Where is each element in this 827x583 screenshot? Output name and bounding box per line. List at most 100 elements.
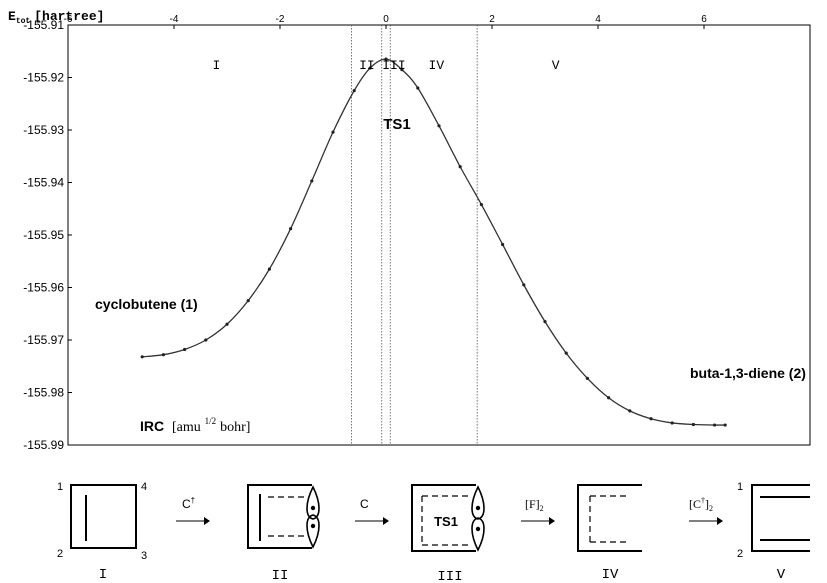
corner-number: 1 <box>57 481 63 493</box>
plot-area-frame <box>67 24 811 446</box>
y-tick-label: -155.96 <box>23 281 64 295</box>
y-label-symbol: E <box>8 9 16 24</box>
data-point <box>607 396 611 400</box>
arrow-label: C <box>360 497 369 511</box>
corner-number: 3 <box>141 550 147 562</box>
arrow-f2: [F]2 <box>521 497 555 525</box>
data-point <box>246 299 250 303</box>
bonding-scheme: 1 2 3 4 I C† II C <box>57 481 810 583</box>
data-point <box>585 376 590 380</box>
y-tick-label: -155.99 <box>23 438 64 452</box>
panel-label: I <box>99 567 107 583</box>
region-label: I <box>212 58 220 73</box>
arrow-c-dagger-2: [C†]2 <box>689 496 723 525</box>
x-axis-ticks: -6 -4 -2 0 2 4 6 <box>64 14 707 29</box>
subscript-2: 2 <box>709 504 713 513</box>
dagger-mark: † <box>701 496 705 505</box>
product-annotation: buta-1,3-diene (2) <box>690 365 806 381</box>
data-point <box>183 347 187 352</box>
scheme-panel-IV: IV <box>577 484 642 583</box>
region-labels: I II III IV V <box>212 58 559 73</box>
y-tick-label: -155.98 <box>23 386 64 400</box>
region-label: IV <box>429 58 445 73</box>
scheme-panel-III: TS1 III <box>411 484 485 583</box>
energy-profile-chart: Etot [hartree] -6 -4 -2 0 2 4 6 -155.91 -155.92 -… <box>8 9 811 452</box>
arrow-label: [F] <box>525 497 540 511</box>
subscript-2: 2 <box>540 504 544 513</box>
x-axis-label-main: IRC <box>140 418 164 434</box>
data-point <box>267 267 271 271</box>
data-point <box>564 351 568 355</box>
x-axis-label-tail: bohr] <box>220 420 250 435</box>
region-boundaries <box>351 25 478 445</box>
x-tick-label: 6 <box>701 14 707 25</box>
y-tick-label: -155.91 <box>23 18 64 32</box>
data-point <box>713 423 717 427</box>
y-label-subscript: tot <box>16 17 31 26</box>
arrow-label: C <box>182 497 191 511</box>
scheme-panel-V: 1 2 V <box>737 481 810 583</box>
data-point <box>416 86 420 90</box>
corner-number: 2 <box>737 548 743 560</box>
x-axis-label-unit: [amu <box>172 420 201 435</box>
data-point <box>649 417 653 421</box>
data-point <box>628 409 632 413</box>
bracket-close: ] <box>705 497 709 511</box>
data-point <box>400 68 404 72</box>
y-axis-label: Etot [hartree] <box>8 9 104 26</box>
y-axis-ticks: -155.91 -155.92 -155.93 -155.94 -155.95 -155.… <box>23 18 72 452</box>
svg-text:[C†]2: [C†]2 <box>689 496 713 513</box>
y-label-unit: [hartree] <box>34 9 104 24</box>
panel-label: III <box>437 569 462 583</box>
data-point <box>368 66 372 70</box>
corner-number: 1 <box>737 481 743 493</box>
x-tick-label: -4 <box>170 14 179 25</box>
y-tick-label: -155.97 <box>23 333 64 347</box>
panel-label: V <box>777 567 786 583</box>
data-point <box>310 179 314 183</box>
panel-label: II <box>272 568 289 583</box>
arrow-c-dagger: C† <box>176 496 210 525</box>
y-tick-label: -155.92 <box>23 71 64 85</box>
scheme-panel-I: 1 2 3 4 I <box>57 481 147 583</box>
ts1-label: TS1 <box>434 514 458 529</box>
data-point <box>691 422 696 427</box>
svg-text:[F]2: [F]2 <box>525 497 544 513</box>
region-label: II <box>359 58 375 73</box>
data-point <box>501 242 505 247</box>
x-axis-label: IRC [amu 1/2 bohr] <box>140 411 250 435</box>
data-point <box>543 320 547 324</box>
data-point <box>204 338 208 342</box>
energy-curve-line <box>142 58 726 426</box>
panel-label: IV <box>602 567 619 583</box>
x-tick-label: 4 <box>595 14 601 25</box>
x-tick-label: 2 <box>489 14 495 25</box>
dagger-mark: † <box>191 496 195 505</box>
data-point <box>352 89 356 93</box>
data-point <box>458 165 462 169</box>
data-point <box>289 227 293 231</box>
y-tick-label: -155.93 <box>23 123 64 137</box>
svg-text:C†: C† <box>182 496 195 511</box>
data-point <box>670 421 674 425</box>
data-point <box>479 202 483 207</box>
data-point <box>225 322 229 326</box>
reactant-annotation: cyclobutene (1) <box>95 296 198 312</box>
y-tick-label: -155.95 <box>23 228 64 242</box>
corner-number: 2 <box>57 548 63 560</box>
data-point <box>522 283 526 287</box>
x-axis-label-sup: 1/2 <box>205 416 217 426</box>
arrow-c: C <box>355 497 389 525</box>
x-tick-label: -2 <box>276 14 285 25</box>
data-point <box>437 124 441 128</box>
region-label: III <box>382 58 405 73</box>
region-label: V <box>552 58 560 73</box>
arrow-label: [C <box>689 497 701 511</box>
data-point <box>384 57 388 61</box>
data-point <box>723 423 727 427</box>
x-tick-label: -6 <box>64 14 73 25</box>
x-tick-label: 0 <box>383 14 389 25</box>
ts1-annotation: TS1 <box>383 116 411 133</box>
data-point <box>140 355 144 359</box>
